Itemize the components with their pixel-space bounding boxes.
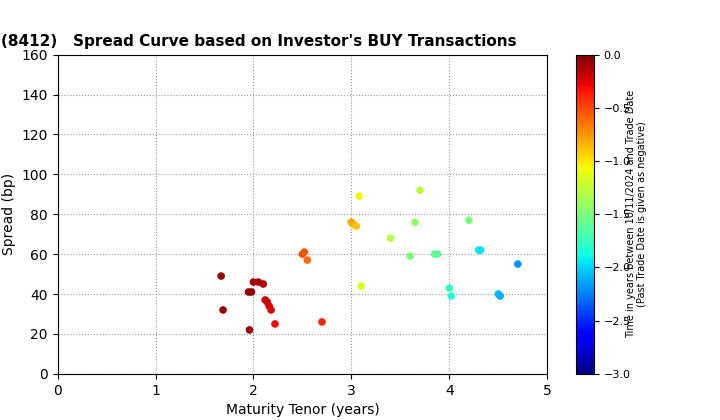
- Point: [348, 221, 359, 228]
- Point: [261, 299, 273, 305]
- Point: [215, 273, 227, 279]
- Point: [299, 249, 310, 255]
- Point: [253, 279, 264, 286]
- Point: [432, 251, 444, 257]
- Point: [446, 293, 457, 299]
- Point: [269, 320, 281, 327]
- Point: [259, 297, 271, 303]
- Point: [265, 307, 276, 313]
- Point: [495, 293, 506, 299]
- Point: [444, 285, 455, 291]
- Y-axis label: Spread (bp): Spread (bp): [2, 173, 16, 255]
- Point: [316, 318, 328, 325]
- Y-axis label: Time in years between 10/11/2024 and Trade Date
(Past Trade Date is given as neg: Time in years between 10/11/2024 and Tra…: [626, 90, 647, 339]
- Point: [492, 291, 504, 297]
- Point: [463, 217, 474, 223]
- Point: [405, 253, 416, 260]
- Point: [244, 327, 256, 333]
- Point: [409, 219, 420, 226]
- Point: [297, 251, 308, 257]
- Point: [351, 223, 362, 229]
- Point: [264, 302, 275, 309]
- Point: [356, 283, 367, 289]
- Text: (8412)   Spread Curve based on Investor's BUY Transactions: (8412) Spread Curve based on Investor's …: [1, 34, 517, 49]
- Point: [475, 247, 487, 253]
- Point: [243, 289, 254, 295]
- Point: [512, 261, 523, 268]
- Point: [473, 247, 485, 253]
- Point: [414, 187, 426, 194]
- Point: [429, 251, 441, 257]
- Point: [258, 281, 269, 287]
- Point: [384, 235, 396, 242]
- Point: [346, 219, 357, 226]
- Point: [246, 289, 257, 295]
- Point: [217, 307, 229, 313]
- Point: [354, 193, 365, 199]
- Point: [248, 279, 259, 286]
- X-axis label: Maturity Tenor (years): Maturity Tenor (years): [225, 403, 379, 417]
- Point: [302, 257, 313, 263]
